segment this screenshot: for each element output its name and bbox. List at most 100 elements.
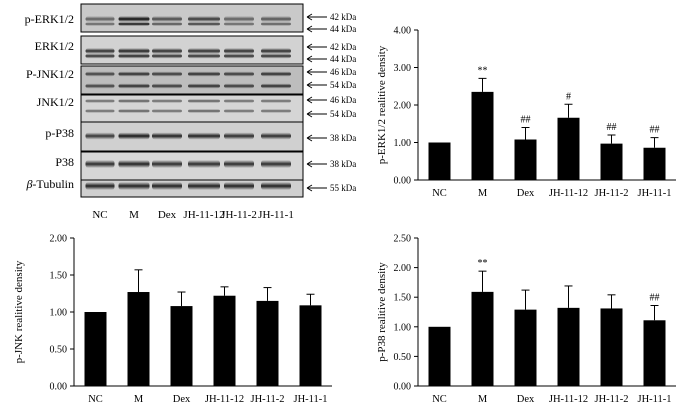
y-axis-label: p-ERK1/2 realitive density	[376, 45, 388, 164]
category-label: JH-11-2	[594, 188, 628, 199]
category-label: JH-11-12	[205, 394, 244, 405]
y-tick-label: 4.00	[394, 26, 412, 37]
blot-band	[118, 132, 150, 140]
marker-label: 46 kDa	[330, 95, 356, 105]
blot-band	[261, 160, 291, 168]
y-tick-label: 1.50	[394, 293, 412, 304]
marker-arrow-head	[306, 110, 313, 118]
y-tick-label: 0.50	[394, 352, 412, 363]
blot-band	[224, 71, 254, 77]
p-jnk-chart: 0.00 0.50 1.00 1.50 2.00 NC M Dex JH-11-12 JH-11-…	[13, 234, 332, 405]
category-label: JH-11-2	[250, 394, 284, 405]
marker-arrow-head	[306, 13, 313, 21]
blot-band	[85, 71, 115, 77]
category-label: JH-11-1	[293, 394, 327, 405]
bar	[428, 142, 451, 180]
blot-band	[118, 99, 150, 103]
blot-band	[152, 109, 182, 113]
blot-band	[118, 16, 150, 22]
blot-lane-label: JH-11-1	[258, 209, 294, 221]
y-tick-label: 2.00	[50, 234, 68, 245]
y-tick-label: 1.00	[50, 308, 68, 319]
significance-label: ##	[607, 122, 617, 133]
bar	[471, 291, 494, 386]
western-blot-panel: p-ERK1/2 ERK1/2 P-JNK1/2 JNK1/2 p-P38 P38 β-Tu…	[25, 3, 356, 221]
y-tick-label: 3.00	[394, 63, 412, 74]
blot-band	[188, 182, 220, 190]
blot-band	[188, 22, 220, 26]
y-tick-label: 0.50	[50, 345, 68, 356]
bar	[84, 312, 107, 386]
blot-band	[85, 182, 115, 190]
y-tick-label: 0.00	[394, 382, 412, 393]
blot-band	[152, 182, 182, 190]
y-tick-label: 1.50	[50, 271, 68, 282]
blot-row-label: P38	[55, 155, 74, 169]
marker-arrow-head	[306, 160, 313, 168]
blot-row-box	[80, 65, 304, 95]
marker-arrow-head	[306, 96, 313, 104]
y-tick-label: 2.00	[394, 101, 412, 112]
marker-label: 42 kDa	[330, 12, 356, 22]
p-p38-chart: 0.00 0.50 1.00 1.50 2.00 2.50 NC ** M Dex JH-11-12…	[376, 234, 676, 405]
blot-band	[261, 53, 291, 59]
blot-band	[224, 83, 254, 89]
marker-label: 54 kDa	[330, 80, 356, 90]
bar	[428, 326, 451, 386]
category-label: JH-11-1	[637, 188, 671, 199]
blot-band	[188, 109, 220, 113]
category-label: M	[134, 394, 144, 405]
blot-band	[118, 109, 150, 113]
blot-row-label-rest: -Tubulin	[32, 177, 74, 191]
blot-band	[118, 71, 150, 77]
blot-band	[188, 99, 220, 103]
blot-lane-label: M	[129, 209, 139, 221]
blot-band	[85, 53, 115, 59]
marker-arrow-head	[306, 81, 313, 89]
blot-band	[85, 22, 115, 26]
y-axis-label: p-JNK realitive density	[13, 260, 25, 363]
blot-band	[224, 48, 254, 54]
marker-label: 46 kDa	[330, 67, 356, 77]
blot-row-label: β-Tubulin	[25, 177, 74, 191]
marker-label: 38 kDa	[330, 133, 356, 143]
blot-band	[118, 53, 150, 59]
blot-row-label: p-P38	[45, 126, 74, 140]
blot-band	[224, 16, 254, 22]
blot-band	[152, 22, 182, 26]
marker-label: 44 kDa	[330, 24, 356, 34]
blot-band	[152, 83, 182, 89]
significance-label: #	[566, 91, 571, 102]
blot-row-label: P-JNK1/2	[26, 67, 74, 81]
blot-band	[261, 16, 291, 22]
blot-lane-label: JH-11-2	[221, 209, 257, 221]
blot-band	[152, 132, 182, 140]
marker-arrow-head	[306, 184, 313, 192]
blot-band	[118, 83, 150, 89]
blot-band	[85, 83, 115, 89]
blot-band	[188, 53, 220, 59]
y-axis-label: p-P38 realitive density	[376, 262, 388, 362]
category-label: M	[478, 188, 488, 199]
blot-row-label: p-ERK1/2	[25, 12, 74, 26]
bar	[213, 295, 236, 386]
y-tick-label: 0.00	[394, 176, 412, 187]
marker-arrow-head	[306, 55, 313, 63]
blot-band	[224, 99, 254, 103]
blot-band	[152, 99, 182, 103]
bar	[514, 309, 537, 386]
blot-band	[224, 22, 254, 26]
blot-band	[152, 71, 182, 77]
y-tick-label: 1.00	[394, 138, 412, 149]
category-label: JH-11-12	[549, 394, 588, 405]
marker-arrow-head	[306, 43, 313, 51]
category-label: NC	[88, 394, 103, 405]
blot-lane-label: Dex	[158, 209, 177, 221]
blot-band	[261, 48, 291, 54]
bar	[643, 320, 666, 386]
blot-band	[261, 132, 291, 140]
blot-band	[188, 160, 220, 168]
blot-band	[188, 71, 220, 77]
blot-band	[85, 16, 115, 22]
marker-label: 55 kDa	[330, 183, 356, 193]
